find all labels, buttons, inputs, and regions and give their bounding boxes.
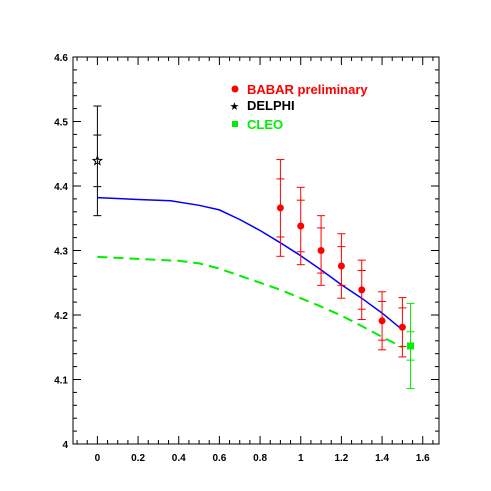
legend-label-cleo: CLEO	[247, 117, 283, 132]
y-tick-label: 4.1	[54, 376, 68, 387]
y-tick-label: 4	[62, 440, 68, 451]
model-curves	[97, 196, 403, 349]
y-tick-label: 4.5	[54, 118, 68, 129]
legend-label-delphi: DELPHI	[247, 98, 295, 113]
x-tick-label: 1	[298, 453, 304, 464]
legend-label-babar: BABAR preliminary	[247, 82, 368, 97]
y-tick-label: 4.6	[54, 53, 68, 64]
x-tick-label: 1.6	[416, 453, 430, 464]
data-point-babar	[317, 247, 325, 254]
x-tick-label: 0.6	[212, 453, 226, 464]
axis-ticks: 0 0.2 0.4 0.6 0.8 1 1.2 1.4 1.6 4 4.1 4.2 4.3 4.4 4.5 4…	[54, 53, 439, 464]
legend: BABAR preliminary ★ DELPHI CLEO	[230, 82, 369, 132]
data-point-babar	[398, 323, 406, 331]
x-tick-label: 0.4	[172, 453, 186, 464]
plot-frame	[72, 56, 440, 445]
y-tick-label: 4.3	[54, 247, 68, 258]
data-point-babar	[276, 204, 284, 212]
curve-solid	[97, 196, 403, 331]
legend-marker-babar	[231, 85, 239, 93]
y-tick-label: 4.4	[54, 182, 68, 193]
data-point-cleo	[407, 342, 415, 350]
data-points	[91, 105, 415, 390]
data-point-babar	[337, 262, 345, 270]
x-tick-label: 0	[95, 453, 101, 464]
data-point-babar	[358, 286, 366, 294]
x-tick-label: 1.2	[334, 453, 348, 464]
data-point-babar	[297, 222, 305, 230]
curve-dashed	[97, 255, 403, 349]
y-tick-label: 4.2	[54, 311, 68, 322]
legend-marker-delphi: ★	[230, 100, 240, 113]
data-point-babar	[378, 317, 386, 325]
x-tick-label: 0.2	[131, 453, 145, 464]
data-point-delphi	[91, 154, 104, 166]
legend-marker-cleo	[232, 121, 238, 127]
x-tick-label: 0.8	[253, 453, 267, 464]
x-tick-label: 1.4	[375, 453, 389, 464]
